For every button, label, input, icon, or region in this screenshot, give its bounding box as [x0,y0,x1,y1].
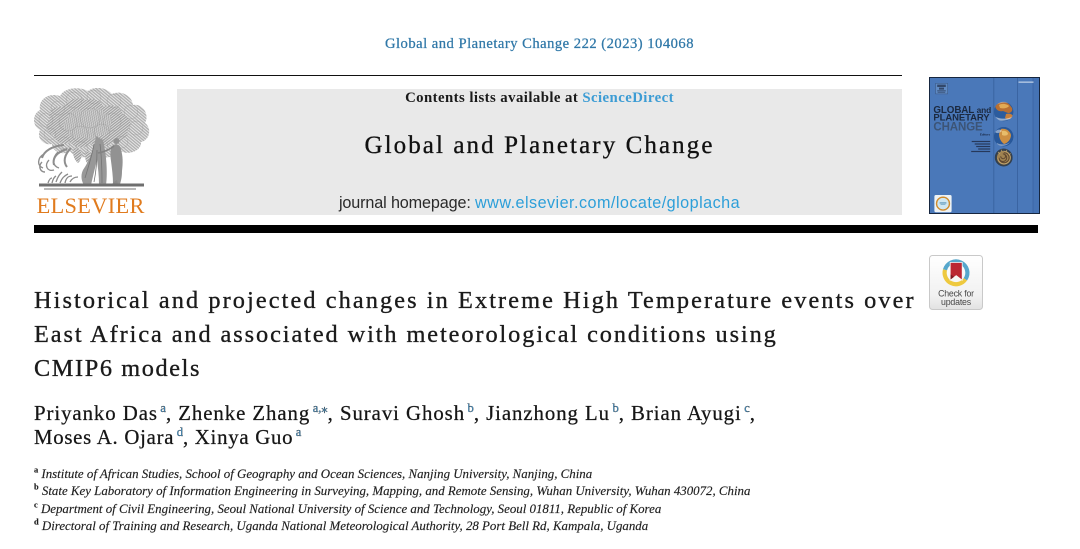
svg-text:PLANETARY: PLANETARY [933,113,990,124]
svg-text:CHANGE: CHANGE [933,122,983,134]
svg-text:Check for: Check for [938,288,974,298]
svg-text:updates: updates [941,297,972,307]
svg-text:ELSEVIER: ELSEVIER [37,193,145,218]
svg-text:GLOBAL and: GLOBAL and [933,105,991,116]
svg-text:Editors: Editors [980,132,991,136]
